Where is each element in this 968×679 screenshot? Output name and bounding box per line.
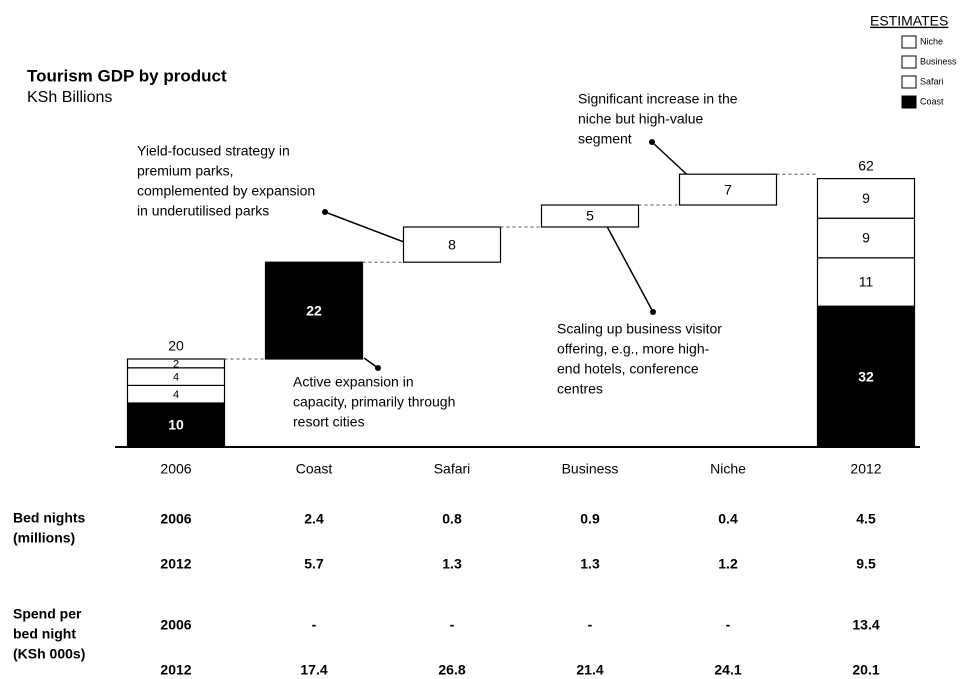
cell: - <box>450 617 455 633</box>
dot <box>375 365 381 371</box>
cell: 13.4 <box>852 617 879 633</box>
total-label: 62 <box>858 157 874 173</box>
x-tick-label: 2012 <box>850 461 881 477</box>
bar-label: 4 <box>173 372 179 384</box>
cell: 0.4 <box>718 511 738 527</box>
x-tick-label: 2006 <box>160 461 191 477</box>
bar-segment <box>126 358 226 369</box>
row-year: 2012 <box>160 556 191 572</box>
cell: 1.3 <box>580 556 600 572</box>
annotation: Significant increase in the <box>578 91 738 107</box>
bar-label: 11 <box>859 274 874 290</box>
legend-label: Niche <box>920 36 943 46</box>
annotation: segment <box>578 131 632 147</box>
bar-label: 2 <box>173 358 179 370</box>
legend-swatch <box>901 35 917 49</box>
row-label: bed night <box>13 626 76 642</box>
dot <box>650 309 656 315</box>
dot <box>322 209 328 215</box>
legend-label: Business <box>920 56 957 66</box>
bar-segment <box>402 226 502 263</box>
x-tick-label: Business <box>562 461 619 477</box>
bar-segment <box>264 261 364 360</box>
bar-segment <box>816 257 916 307</box>
cell: 1.2 <box>718 556 738 572</box>
legend-label: Coast <box>920 96 944 106</box>
row-year: 2006 <box>160 617 191 633</box>
bar-label: 10 <box>168 417 184 433</box>
chart-title: Tourism GDP by product <box>27 66 227 85</box>
x-tick-label: Coast <box>296 461 333 477</box>
bar-label: 32 <box>858 368 874 384</box>
total-label: 20 <box>168 338 184 354</box>
annotation: Active expansion in <box>293 374 414 390</box>
annotation: in underutilised parks <box>137 203 269 219</box>
bar-segment <box>816 178 916 219</box>
bar-label: 9 <box>862 230 870 246</box>
bar-label: 7 <box>724 181 732 197</box>
annotation: complemented by expansion <box>137 183 315 199</box>
annotation: Yield-focused strategy in <box>137 143 290 159</box>
annotation: centres <box>557 381 603 397</box>
cell: 1.3 <box>442 556 462 572</box>
cell: 24.1 <box>714 662 741 678</box>
legend-label: Safari <box>920 76 944 86</box>
bar-label: 22 <box>306 302 322 318</box>
row-year: 2012 <box>160 662 191 678</box>
legend-swatch <box>901 55 917 69</box>
annotation: premium parks, <box>137 163 233 179</box>
cell: 4.5 <box>856 511 876 527</box>
legend-title: ESTIMATES <box>870 13 948 29</box>
cell: - <box>726 617 731 633</box>
cell: - <box>312 617 317 633</box>
annotation: Scaling up business visitor <box>557 321 722 337</box>
annotation: offering, e.g., more high- <box>557 341 710 357</box>
connector <box>602 218 654 313</box>
row-label: Spend per <box>13 606 82 622</box>
chart-subtitle: KSh Billions <box>27 89 112 106</box>
x-tick-label: Niche <box>710 461 746 477</box>
row-label: (millions) <box>13 530 75 546</box>
cell: 21.4 <box>576 662 603 678</box>
bar-segment <box>540 204 640 228</box>
row-year: 2006 <box>160 511 191 527</box>
annotation: capacity, primarily through <box>293 394 455 410</box>
cell: 5.7 <box>304 556 324 572</box>
bar-label: 5 <box>586 208 594 224</box>
cell: - <box>588 617 593 633</box>
annotation: niche but high-value <box>578 111 704 127</box>
cell: 9.5 <box>856 556 876 572</box>
legend-swatch <box>901 75 917 89</box>
bar-segment <box>126 402 226 448</box>
row-label: Bed nights <box>13 510 86 526</box>
annotation: resort cities <box>293 414 365 430</box>
annotation: end hotels, conference <box>557 361 699 377</box>
cell: 2.4 <box>304 511 324 527</box>
cell: 26.8 <box>438 662 465 678</box>
bar-segment <box>816 217 916 259</box>
bar-label: 9 <box>862 190 870 206</box>
cell: 0.9 <box>580 511 600 527</box>
bar-label: 8 <box>448 236 456 252</box>
bar-label: 4 <box>173 389 179 401</box>
x-tick-label: Safari <box>434 461 471 477</box>
cell: 0.8 <box>442 511 462 527</box>
bar-segment <box>678 173 778 206</box>
legend-swatch <box>901 95 917 109</box>
cell: 17.4 <box>300 662 327 678</box>
row-label: (KSh 000s) <box>13 646 85 662</box>
dot <box>649 139 655 145</box>
cell: 20.1 <box>852 662 879 678</box>
